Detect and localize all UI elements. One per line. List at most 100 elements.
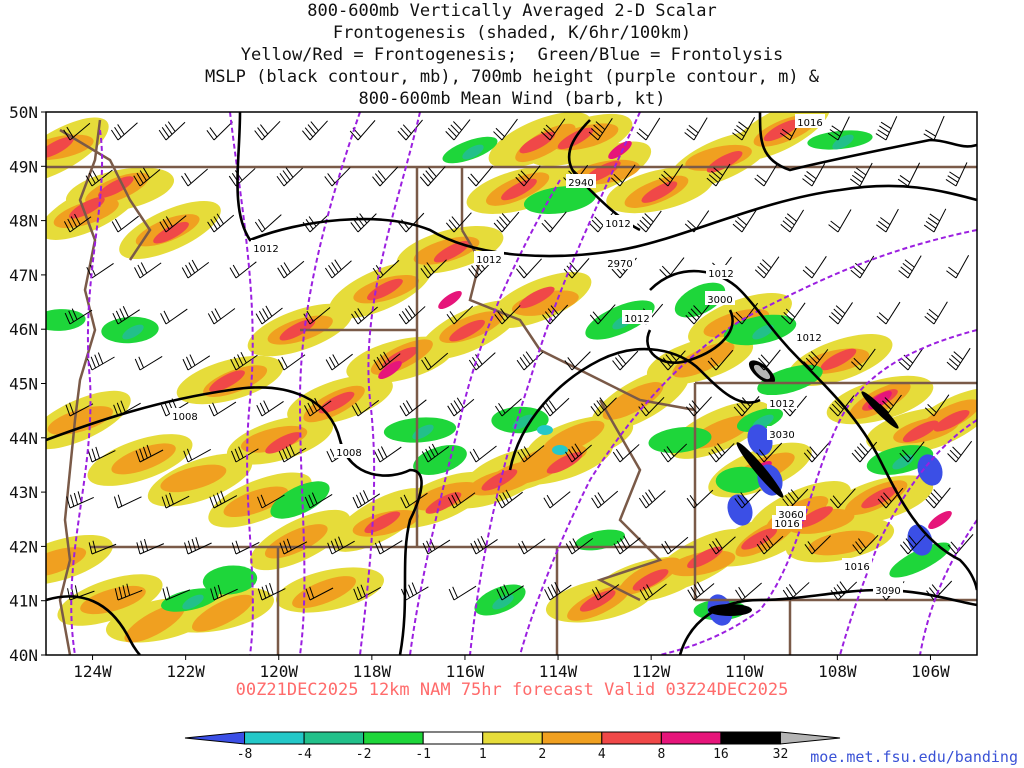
svg-text:1012: 1012 [624,314,649,325]
shade-cell [47,406,114,435]
wind-barb [875,116,898,141]
wind-barb [66,491,94,509]
height-label: 3060 [776,506,806,521]
shade-cell [575,529,625,551]
wind-barb [351,306,378,325]
lon-label: 122W [166,662,205,681]
shade-cell [192,594,254,632]
wind-barb [63,213,92,233]
wind-barb [706,163,731,187]
shade-cell [69,197,105,219]
shade-cell [736,442,784,498]
wind-barb [210,584,238,601]
shade-cell [523,185,597,215]
lon-label: 106W [911,662,950,681]
wind-barb [947,440,973,463]
wind-barb [353,584,381,601]
wind-barb [114,583,143,601]
wind-barb [829,395,855,417]
height-contour [359,112,421,655]
wind-barb [493,118,518,141]
wind-barb [494,398,522,417]
wind-barb [540,118,566,141]
shade-cell [512,414,534,430]
height-contour [298,112,361,655]
shade-cell [917,454,943,486]
lat-label: 41N [9,592,38,611]
wind-barb [158,121,186,141]
shade-cell [752,324,774,340]
wind-barb [516,351,544,371]
shade-cell [449,319,485,342]
wind-barb [181,168,208,187]
wind-barb [182,354,211,371]
wind-barb [229,261,257,279]
shade-cell [820,348,857,371]
border-id-mt-divide [460,229,696,412]
wind-barb [827,116,850,141]
wind-barb [111,215,139,233]
wind-barb [257,494,285,509]
wy-ut [596,399,663,602]
wind-barb [207,308,236,325]
wind-barb [708,536,736,555]
wind-barb [372,166,399,187]
wind-barb [851,441,878,463]
wind-barb [544,581,572,601]
wind-barb [254,214,282,233]
wind-barb [161,492,190,509]
isobar-label: 1012 [706,265,736,280]
shade-cell [753,364,771,380]
lon-label: 124W [73,662,112,681]
shade-cell [747,424,773,456]
isobar [758,112,977,172]
wind-barb [64,308,93,325]
lat-label: 48N [9,212,38,231]
wind-barb [302,120,328,141]
wind-barb [374,540,403,555]
wind-barb [352,490,381,509]
wind-barb [134,262,162,279]
wind-barb [612,444,640,463]
wind-barb [756,535,784,555]
wind-barb [255,305,283,325]
wind-barb [230,351,258,371]
lat-label: 45N [9,375,38,394]
isobar-label: 1016 [795,114,825,129]
wind-barb [447,397,475,417]
height-label: 2940 [566,174,596,189]
wind-barb [327,536,355,555]
wind-barb [304,492,333,509]
shade-cell [378,360,402,380]
wind-barb [802,256,827,279]
wind-barb [279,538,308,555]
title-line-2: Frontogenesis (shaded, K/6hr/100km) [332,23,692,43]
shade-cell [438,290,462,310]
wind-barb [756,442,783,463]
credit-url[interactable]: moe.met.fsu.edu/banding [810,748,1018,766]
wind-barb [803,442,830,463]
isobar-label: 1016 [842,558,872,573]
wind-barb [850,255,875,279]
shade-cell [122,324,144,340]
state-borders [46,119,977,655]
svg-text:1012: 1012 [605,219,630,230]
wind-barb [897,162,921,187]
shade-cell [492,594,514,610]
shade-cell [425,492,462,514]
shade-cell [861,486,898,509]
svg-text:3090: 3090 [875,586,900,597]
wind-barb [708,443,735,463]
wind-barb [780,209,805,233]
wind-barb [421,352,449,371]
wind-barb [828,302,853,325]
wind-barb [658,164,683,187]
isobar-label: 1012 [603,215,633,230]
svg-text:1012: 1012 [253,244,278,255]
wind-barb [850,162,873,187]
wind-barb [637,210,662,233]
svg-text:1012: 1012 [708,269,733,280]
shade-cell [889,542,951,578]
wind-barb [515,165,541,187]
shade-cell [501,178,537,201]
